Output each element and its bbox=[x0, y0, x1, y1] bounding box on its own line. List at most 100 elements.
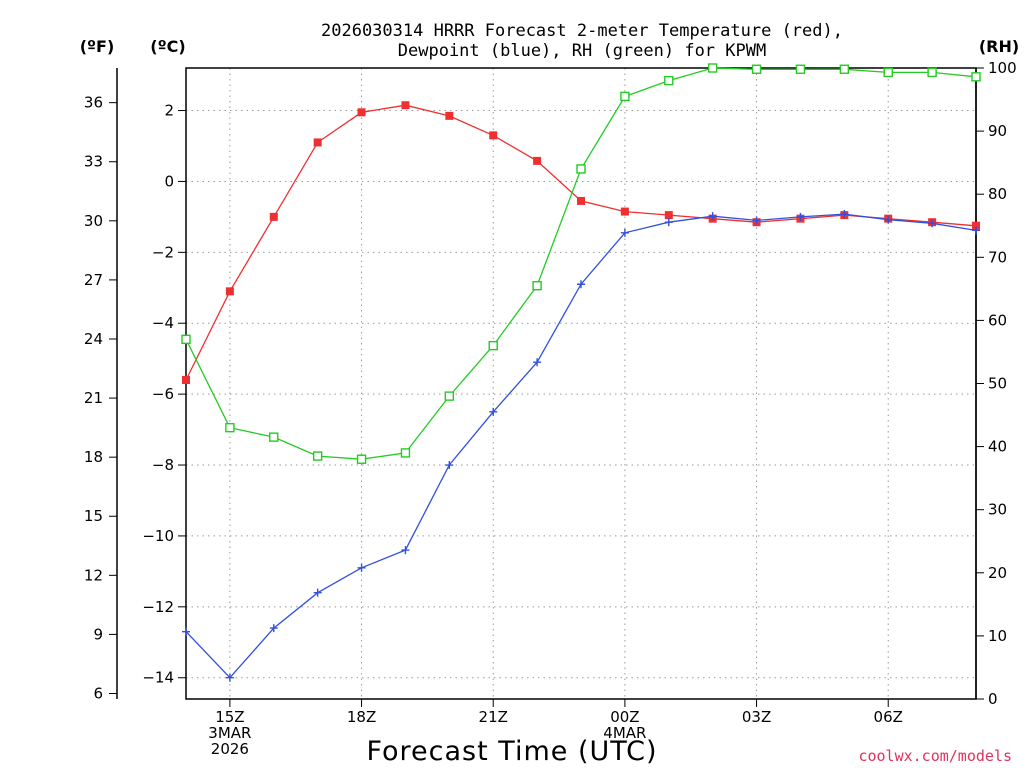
celsius-tick-label: 0 bbox=[164, 172, 174, 190]
dewpoint-point bbox=[708, 212, 717, 221]
fahrenheit-tick-label: 24 bbox=[84, 330, 103, 348]
dewpoint-point bbox=[884, 215, 893, 224]
rh-point bbox=[664, 75, 674, 86]
rh-point bbox=[620, 91, 630, 102]
plot-frame bbox=[185, 67, 977, 700]
dewpoint-point bbox=[928, 219, 937, 228]
temperature-point bbox=[225, 287, 234, 296]
rh-point bbox=[181, 334, 191, 345]
x-tick-label: 2026 bbox=[211, 740, 249, 758]
dewpoint-point bbox=[664, 218, 673, 227]
fahrenheit-tick-label: 18 bbox=[84, 448, 103, 466]
celsius-tick-label: −10 bbox=[142, 527, 174, 545]
dewpoint-point bbox=[182, 627, 190, 636]
rh-tick-label: 90 bbox=[988, 122, 1007, 140]
celsius-tick-label: −8 bbox=[152, 456, 174, 474]
fahrenheit-tick-label: 15 bbox=[84, 507, 103, 525]
x-tick-label: 06Z bbox=[874, 708, 903, 726]
dewpoint-point bbox=[445, 461, 454, 470]
rh-unit-label: (RH) bbox=[979, 37, 1019, 56]
fahrenheit-tick-label: 36 bbox=[84, 94, 103, 112]
celsius-tick-label: −2 bbox=[152, 243, 174, 261]
rh-point bbox=[400, 448, 411, 458]
gridlines bbox=[186, 68, 976, 699]
fahrenheit-unit-label: (ºF) bbox=[80, 37, 115, 56]
temperature-point bbox=[489, 131, 498, 140]
temperature-line bbox=[185, 104, 977, 381]
rh-tick-label: 0 bbox=[988, 690, 998, 708]
temperature-point bbox=[577, 196, 585, 205]
fahrenheit-tick-label: 6 bbox=[93, 684, 103, 702]
fahrenheit-tick-label: 30 bbox=[84, 212, 103, 230]
celsius-unit-label: (ºC) bbox=[150, 37, 185, 56]
title-line-2: Dewpoint (blue), RH (green) for KPWM bbox=[398, 41, 766, 61]
fahrenheit-tick-label: 33 bbox=[84, 153, 103, 171]
dewpoint-point bbox=[620, 228, 629, 237]
rh-point bbox=[795, 64, 806, 74]
rh-tick-label: 50 bbox=[988, 375, 1007, 393]
dewpoint-point bbox=[489, 407, 498, 416]
rh-series bbox=[181, 63, 981, 464]
dewpoint-point bbox=[225, 673, 234, 682]
chart-title: 2026030314 HRRR Forecast 2-meter Tempera… bbox=[321, 21, 843, 61]
temperature-point bbox=[269, 212, 278, 221]
rh-point bbox=[269, 432, 279, 442]
celsius-tick-label: −12 bbox=[142, 598, 174, 616]
rh-tick-label: 70 bbox=[988, 248, 1007, 266]
dewpoint-point bbox=[972, 226, 980, 235]
credit-link[interactable]: coolwx.com/models bbox=[858, 747, 1012, 765]
rh-tick-label: 40 bbox=[988, 438, 1007, 456]
rh-tick-label: 10 bbox=[988, 627, 1007, 645]
celsius-tick-label: −4 bbox=[152, 314, 174, 332]
x-tick-label: 15Z bbox=[215, 708, 244, 726]
rh-point bbox=[488, 340, 498, 351]
rh-point bbox=[225, 422, 235, 433]
x-tick-label: 21Z bbox=[479, 708, 508, 726]
rh-point bbox=[356, 454, 367, 464]
x-tick-label: 18Z bbox=[347, 708, 376, 726]
rh-tick-label: 30 bbox=[988, 501, 1007, 519]
rh-tick-label: 20 bbox=[988, 564, 1007, 582]
dewpoint-point bbox=[577, 280, 585, 289]
dewpoint-point bbox=[533, 358, 542, 367]
temperature-point bbox=[401, 101, 410, 110]
dewpoint-point bbox=[840, 210, 849, 219]
dewpoint-point bbox=[752, 216, 761, 225]
rh-point bbox=[576, 164, 586, 174]
rh-point bbox=[532, 280, 542, 291]
celsius-tick-label: 2 bbox=[164, 102, 174, 120]
x-tick-label: 03Z bbox=[742, 708, 771, 726]
rh-point bbox=[839, 64, 850, 74]
celsius-tick-label: −6 bbox=[152, 385, 174, 403]
temperature-point bbox=[664, 211, 673, 220]
x-tick-label: 4MAR bbox=[603, 724, 646, 742]
x-tick-label: 3MAR bbox=[208, 724, 251, 742]
temperature-point bbox=[445, 111, 454, 120]
dewpoint-point bbox=[357, 563, 366, 572]
fahrenheit-tick-label: 12 bbox=[84, 566, 103, 584]
fahrenheit-axis: 36 33 30 27 24 21 18 15 12 9 6 bbox=[84, 94, 117, 702]
celsius-tick-label: −14 bbox=[142, 669, 174, 687]
rh-line bbox=[185, 67, 977, 460]
fahrenheit-tick-label: 9 bbox=[93, 625, 103, 643]
temperature-point bbox=[620, 207, 629, 216]
temperature-point bbox=[357, 108, 366, 117]
rh-point bbox=[883, 67, 893, 78]
rh-point bbox=[444, 391, 455, 401]
series-layer bbox=[181, 63, 981, 682]
rh-tick-label: 100 bbox=[988, 59, 1017, 77]
rh-tick-label: 60 bbox=[988, 311, 1007, 329]
fahrenheit-tick-label: 27 bbox=[84, 271, 103, 289]
rh-tick-label: 80 bbox=[988, 185, 1007, 203]
temperature-point bbox=[972, 221, 980, 230]
x-axis-title: Forecast Time (UTC) bbox=[366, 736, 657, 767]
dewpoint-point bbox=[269, 624, 278, 633]
temperature-point bbox=[182, 375, 190, 384]
rh-point bbox=[751, 64, 762, 74]
title-line-1: 2026030314 HRRR Forecast 2-meter Tempera… bbox=[321, 21, 843, 41]
rh-point bbox=[312, 451, 323, 461]
rh-point bbox=[971, 72, 981, 82]
